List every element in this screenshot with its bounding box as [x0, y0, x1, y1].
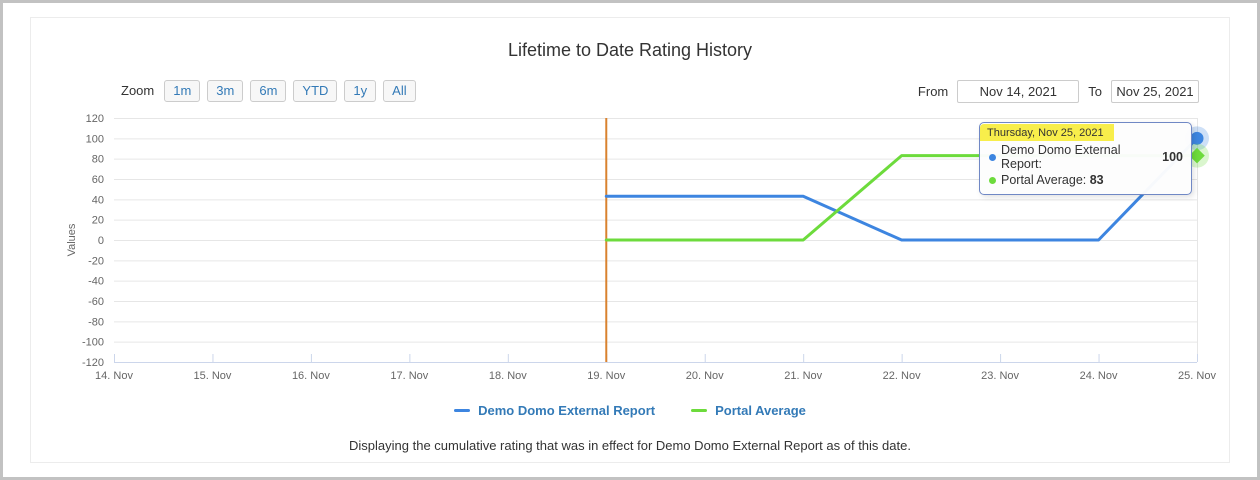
zoom-button-1y[interactable]: 1y [344, 79, 377, 103]
to-label: To [1088, 83, 1102, 99]
legend-item-demo-domo-external-report[interactable]: Demo Domo External Report [454, 403, 655, 418]
series-line-demo-domo-external-report[interactable] [604, 136, 1199, 242]
y-axis-tick-label: -40 [88, 276, 104, 288]
tooltip-row: Portal Average 83 [980, 172, 1191, 188]
chart-plot-area[interactable]: 120 100 80 60 40 20 0 -20 -40 -60 -80 -100 -120 Value… [31, 18, 1229, 462]
x-axis-tick-label: 21. Nov [784, 370, 822, 382]
y-axis-tick-label: -60 [88, 296, 104, 308]
zoom-group: Zoom 1m 3m 6m YTD 1y All [121, 79, 416, 103]
zoom-button-6m[interactable]: 6m [250, 79, 287, 103]
x-axis-tick-label: 18. Nov [489, 370, 527, 382]
from-date-input[interactable] [957, 79, 1080, 103]
line-swatch-icon [691, 409, 708, 412]
to-date-input[interactable] [1111, 79, 1199, 103]
y-axis-tick-label: 60 [92, 174, 104, 186]
x-axis-tick-label: 14. Nov [95, 370, 133, 382]
series-bullet-icon [989, 153, 996, 161]
legend-label: Portal Average [715, 403, 806, 418]
from-label: From [917, 83, 949, 99]
x-axis-tick-label: 16. Nov [292, 370, 330, 382]
y-axis-tick-label: 40 [92, 194, 104, 206]
line-swatch-icon [454, 409, 471, 412]
chart-title: Lifetime to Date Rating History [507, 40, 753, 60]
series-point-marker-circle[interactable] [1190, 131, 1204, 145]
x-axis-tick-label: 24. Nov [1080, 370, 1118, 382]
x-axis-tick-label: 23. Nov [981, 370, 1019, 382]
x-axis-tick-label: 22. Nov [883, 370, 921, 382]
chart-tooltip: Thursday, Nov 25, 2021 Demo Domo Externa… [979, 122, 1192, 195]
zoom-button-ytd[interactable]: YTD [293, 79, 338, 103]
zoom-button-all[interactable]: All [383, 79, 416, 103]
x-axis-tick-label: 15. Nov [193, 370, 231, 382]
y-axis-tick-label: 20 [92, 215, 104, 227]
chart-caption: Displaying the cumulative rating that wa… [349, 438, 911, 453]
date-range-group: From To [917, 79, 1199, 103]
y-axis-tick-label: 100 [86, 133, 104, 145]
series-point-marker-diamond[interactable] [1189, 147, 1205, 164]
x-axis-tick-label: 20. Nov [686, 370, 724, 382]
zoom-buttons: 1m 3m 6m YTD 1y All [164, 79, 416, 103]
zoom-button-3m[interactable]: 3m [207, 79, 244, 103]
y-axis-tick-label: -80 [88, 316, 104, 328]
y-axis-tick-label: 80 [92, 154, 104, 166]
chart-legend: Demo Domo External Report Portal Average [31, 403, 1229, 418]
series-bullet-icon [989, 176, 996, 184]
legend-item-portal-average[interactable]: Portal Average [691, 403, 806, 418]
tooltip-date-header: Thursday, Nov 25, 2021 [980, 124, 1114, 141]
y-axis-tick-label: -100 [82, 337, 104, 349]
tooltip-row: Demo Domo External Report 100 [980, 142, 1191, 172]
x-axis-tick-label: 19. Nov [587, 370, 625, 382]
y-axis-tick-label: 0 [98, 235, 104, 247]
y-axis-tick-label: -20 [88, 255, 104, 267]
x-axis-tick-label: 25. Nov [1178, 370, 1216, 382]
x-axis-tick-label: 17. Nov [390, 370, 428, 382]
zoom-button-1m[interactable]: 1m [164, 79, 201, 103]
y-axis-tick-label: 120 [86, 113, 104, 125]
zoom-label: Zoom [121, 83, 155, 99]
legend-label: Demo Domo External Report [478, 403, 656, 418]
y-axis-tick-label: -120 [82, 357, 104, 369]
chart-card: Lifetime to Date Rating History Zoom 1m 3… [30, 17, 1230, 463]
y-axis-title: Values [66, 223, 78, 256]
